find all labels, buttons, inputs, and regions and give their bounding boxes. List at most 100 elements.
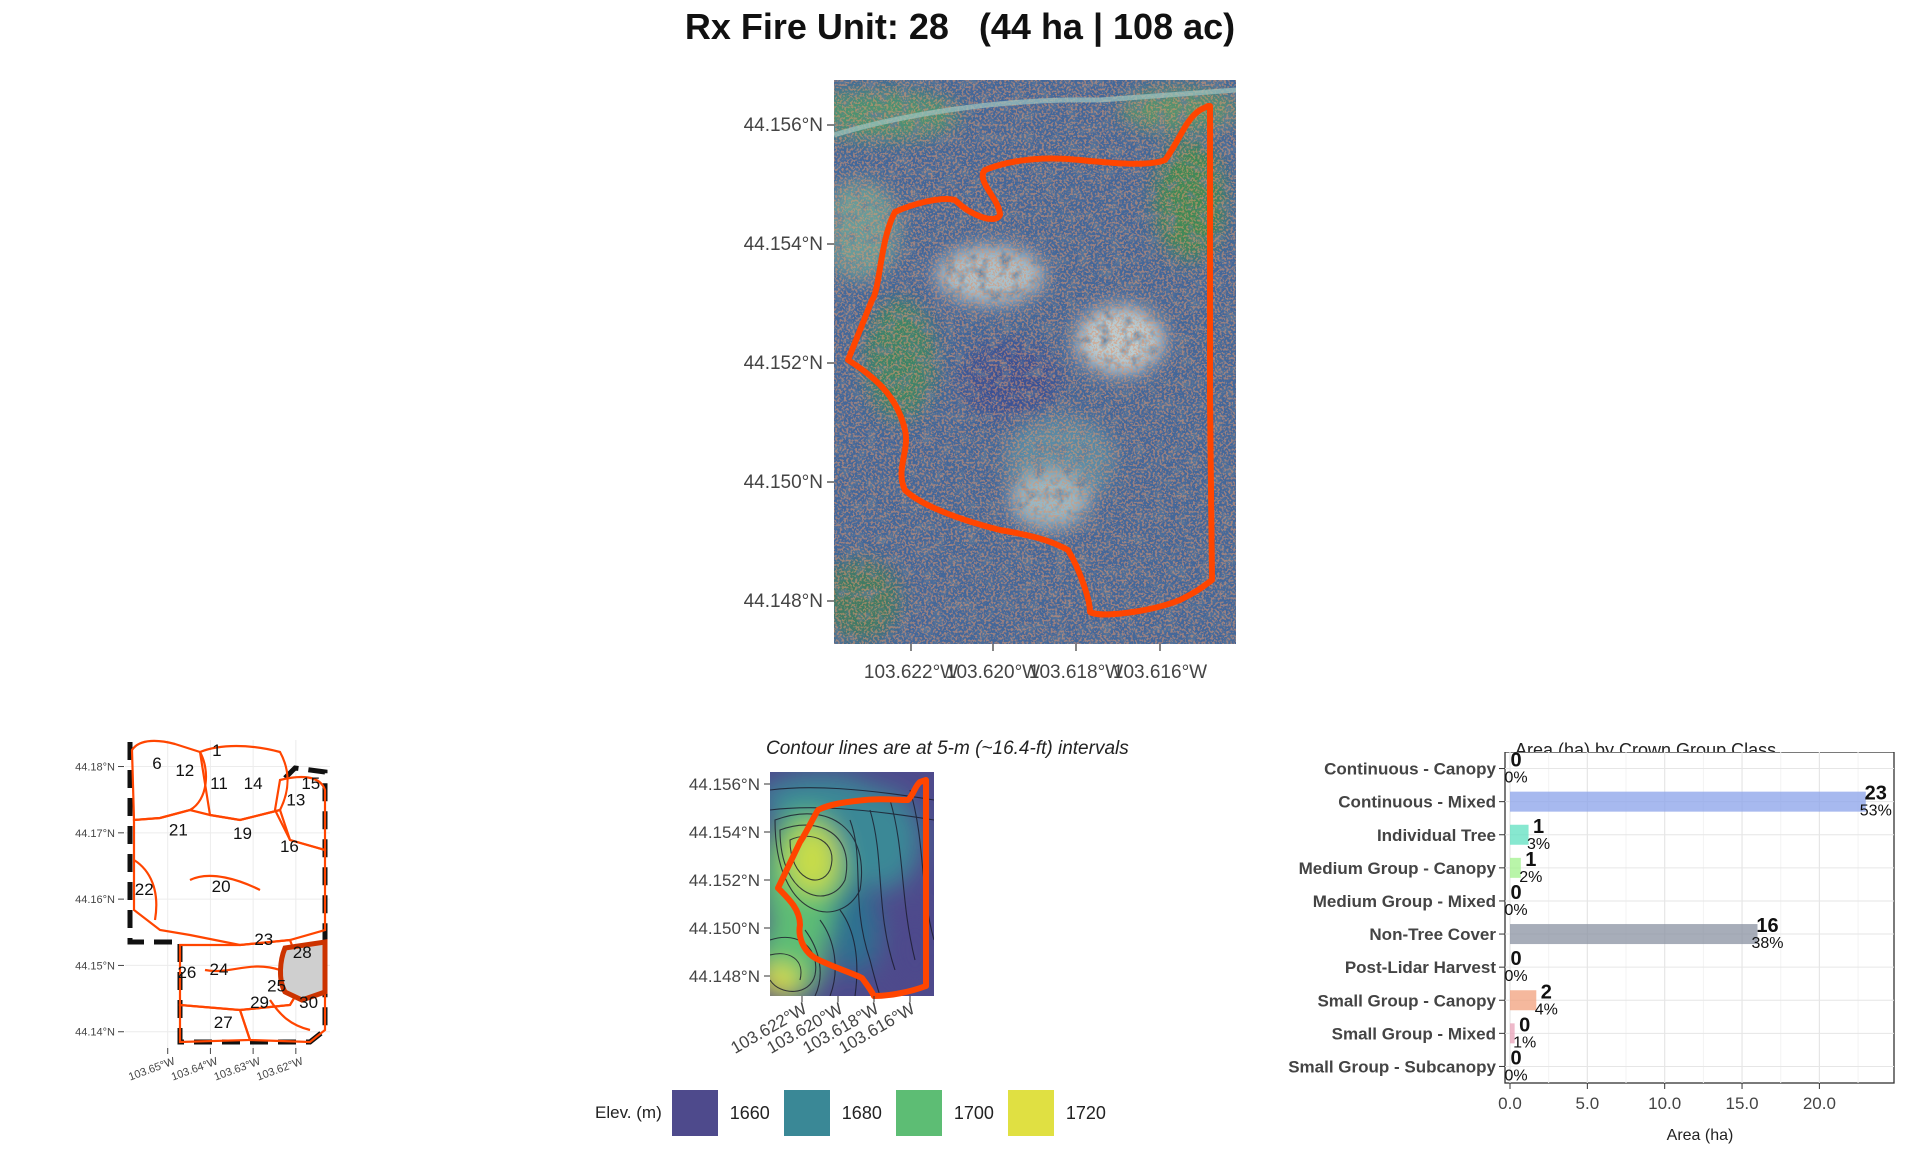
bar: [1510, 791, 1866, 812]
unit-label: 6: [152, 754, 161, 773]
elevation-raster: [770, 772, 934, 996]
chart-category-labels: Continuous - Canopy Continuous - Mixed Ind…: [1288, 760, 1505, 1076]
category-label: Individual Tree: [1377, 826, 1496, 845]
lat-tick-label: 44.154°N: [744, 234, 823, 255]
contour-note: Contour lines are at 5-m (~16.4-ft) inte…: [766, 738, 1129, 759]
value-label: 0: [1510, 882, 1521, 904]
x-tick-label: 15.0: [1725, 1094, 1758, 1113]
unit-label: 27: [214, 1013, 233, 1032]
unit-label: 20: [212, 877, 231, 896]
lon-tick-label: 103.62°W: [255, 1055, 305, 1083]
unit-label: 29: [250, 993, 269, 1012]
unit-label: 19: [233, 824, 252, 843]
percent-label: 0%: [1504, 968, 1527, 985]
percent-label: 0%: [1504, 1067, 1527, 1084]
unit-label: 22: [135, 880, 154, 899]
lat-tick-label: 44.18°N: [75, 762, 115, 774]
bar: [1510, 1023, 1515, 1044]
chart-x-axis: 0.0 5.0 10.0 15.0 20.0: [1498, 1083, 1836, 1113]
locator-lat-axis: 44.18°N 44.17°N 44.16°N 44.15°N 44.14°N: [75, 762, 124, 1039]
chart-bars: [1510, 791, 1866, 1044]
unit-label: 24: [209, 960, 228, 979]
legend-item: 1680: [783, 1090, 882, 1136]
lat-tick-label: 44.148°N: [744, 591, 823, 612]
unit-label: 1: [212, 741, 221, 760]
legend-swatch: [783, 1090, 830, 1136]
percent-label: 53%: [1860, 803, 1892, 820]
page-title: Rx Fire Unit: 28 (44 ha | 108 ac): [684, 6, 1236, 47]
category-label: Post-Lidar Harvest: [1345, 958, 1496, 977]
bar: [1510, 990, 1537, 1011]
category-label: Medium Group - Canopy: [1299, 859, 1497, 878]
percent-label: 0%: [1504, 902, 1527, 919]
legend-item: 1720: [1007, 1090, 1106, 1136]
value-label: 0: [1510, 752, 1521, 772]
value-label: 2: [1541, 981, 1552, 1003]
legend-item: 1700: [895, 1090, 994, 1136]
unit-label: 21: [169, 821, 188, 840]
elevation-legend: Elev. (m) 1660 1680 1700 1720: [595, 1088, 1120, 1138]
bar: [1510, 924, 1758, 945]
value-label: 0: [1510, 948, 1521, 970]
value-label: 1: [1533, 816, 1544, 838]
unit-label: 25: [267, 976, 286, 995]
lat-tick-label: 44.150°N: [744, 472, 823, 493]
category-label: Continuous - Mixed: [1338, 793, 1496, 812]
unit-label: 14: [244, 774, 263, 793]
unit-label: 12: [175, 761, 194, 780]
elevation-unit-boundary: [775, 777, 929, 999]
category-label: Small Group - Mixed: [1332, 1024, 1496, 1043]
lat-tick-label: 44.152°N: [744, 353, 823, 374]
legend-item: 1660: [671, 1090, 770, 1136]
legend-label: 1680: [841, 1102, 882, 1123]
category-label: Non-Tree Cover: [1369, 925, 1496, 944]
value-label: 0: [1519, 1014, 1530, 1036]
x-tick-label: 0.0: [1498, 1094, 1522, 1113]
legend-label: 1720: [1065, 1102, 1106, 1123]
value-label: 1: [1525, 849, 1536, 871]
lon-tick-label: 103.622°W: [864, 662, 958, 683]
percent-label: 4%: [1535, 1001, 1558, 1018]
lat-tick-label: 44.154°N: [689, 823, 760, 842]
category-label: Small Group - Subcanopy: [1288, 1057, 1496, 1076]
lon-tick-label: 103.65°W: [127, 1055, 177, 1083]
bar: [1510, 824, 1529, 845]
lat-tick-label: 44.17°N: [75, 828, 115, 840]
lat-tick-label: 44.16°N: [75, 894, 115, 906]
locator-highlight-unit: [278, 939, 328, 1003]
x-tick-label: 5.0: [1576, 1094, 1600, 1113]
unit-label: 16: [280, 837, 299, 856]
lat-tick-label: 44.152°N: [689, 871, 760, 890]
x-tick-label: 10.0: [1648, 1094, 1681, 1113]
lat-tick-label: 44.150°N: [689, 919, 760, 938]
category-label: Small Group - Canopy: [1317, 991, 1496, 1010]
elevation-map: 44.156°N 44.154°N 44.152°N 44.150°N 44.148°N…: [689, 772, 934, 1058]
lon-tick-label: 103.64°W: [170, 1055, 220, 1083]
category-label: Continuous - Canopy: [1324, 760, 1496, 779]
unit-label: 11: [210, 774, 228, 793]
value-label: 23: [1865, 783, 1887, 805]
satellite-imagery: [834, 80, 1236, 644]
lon-tick-label: 103.616°W: [1113, 662, 1207, 683]
legend-title: Elev. (m): [595, 1103, 662, 1122]
unit-label: 15: [301, 774, 320, 793]
lon-tick-label: 103.618°W: [1029, 662, 1123, 683]
lon-tick-label: 103.63°W: [213, 1055, 263, 1083]
elevation-lat-axis: 44.156°N 44.154°N 44.152°N 44.150°N 44.148°N: [689, 775, 770, 986]
legend-label: 1660: [729, 1102, 770, 1123]
percent-label: 0%: [1504, 770, 1527, 787]
percent-label: 2%: [1519, 869, 1542, 886]
percent-label: 3%: [1527, 836, 1550, 853]
bar: [1510, 857, 1521, 878]
x-tick-label: 20.0: [1803, 1094, 1836, 1113]
lat-tick-label: 44.156°N: [689, 775, 760, 794]
unit-label: 28: [293, 943, 312, 962]
legend-swatch: [895, 1090, 942, 1136]
legend-swatch: [1007, 1090, 1054, 1136]
percent-label: 38%: [1751, 935, 1783, 952]
value-label: 16: [1756, 915, 1778, 937]
